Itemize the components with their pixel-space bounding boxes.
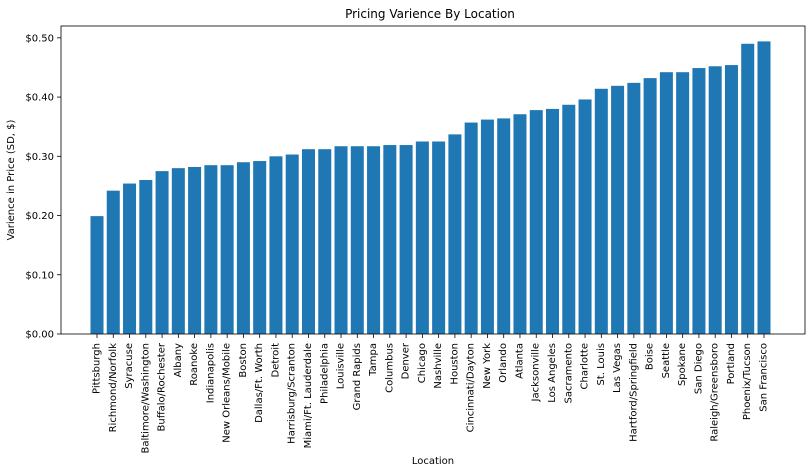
x-tick-label: Las Vegas (612, 343, 623, 393)
bar (220, 165, 234, 334)
bar (318, 149, 332, 334)
bars-group (90, 41, 771, 335)
x-tick-label: Jacksonville (531, 343, 542, 402)
x-axis: Pittsburgh Richmond/Norfolk Syracuse Baltim… (92, 334, 770, 454)
x-tick-label: Grand Rapids (352, 343, 363, 410)
x-tick-label: Phoenix/Tucson (742, 343, 753, 420)
bar (383, 145, 397, 334)
bar (236, 162, 250, 334)
bar (627, 82, 641, 334)
bar (253, 161, 267, 334)
x-axis-label: Location (412, 456, 454, 467)
bar (90, 216, 104, 334)
x-tick-label: Harrisburg/Scranton (287, 343, 298, 444)
x-tick-label: Seattle (661, 343, 672, 378)
x-tick-label: Boston (238, 343, 249, 378)
x-tick-label: Chicago (417, 343, 428, 383)
bar (497, 118, 511, 335)
bar (741, 43, 755, 335)
x-tick-label: Albany (173, 343, 184, 377)
x-tick-label: Dallas/Ft. Worth (254, 343, 265, 423)
bar (415, 141, 429, 334)
bar (106, 190, 120, 334)
bar (659, 72, 673, 334)
x-tick-label: Cincinnati/Dayton (466, 343, 477, 432)
bar (155, 171, 169, 334)
x-tick-label: Louisville (336, 343, 347, 389)
bar (464, 122, 478, 334)
x-tick-label: Los Angeles (547, 343, 558, 403)
x-tick-label: Pittsburgh (92, 343, 103, 394)
bar (513, 114, 527, 334)
bar (171, 168, 185, 334)
bar (301, 149, 315, 334)
y-tick-label: $0.50 (25, 33, 54, 44)
bar (269, 156, 283, 334)
x-tick-label: Indianapolis (205, 343, 216, 403)
bar (188, 166, 202, 334)
bar (285, 154, 299, 334)
x-tick-label: Hartford/Springfield (628, 343, 639, 442)
x-tick-label: Miami/Ft. Lauderdale (303, 343, 314, 448)
x-tick-label: New York (482, 343, 493, 389)
x-tick-label: Orlando (498, 343, 509, 383)
chart-title: Pricing Varience By Location (345, 7, 515, 21)
x-tick-label: Roanoke (189, 343, 200, 386)
bar (692, 68, 706, 335)
x-tick-label: Richmond/Norfolk (108, 343, 119, 433)
x-tick-label: Houston (449, 343, 460, 385)
x-tick-label: Atlanta (514, 343, 525, 379)
x-tick-label: Nashville (433, 343, 444, 389)
bar (643, 78, 657, 335)
bar (757, 41, 771, 335)
x-tick-label: Philadelphia (319, 343, 330, 404)
x-tick-label: Detroit (270, 343, 281, 378)
y-axis-label: Varience in Price (SD, $) (6, 119, 17, 240)
x-tick-label: Columbus (384, 343, 395, 393)
x-tick-label: Baltimore/Washington (140, 343, 151, 454)
bar (578, 99, 592, 334)
x-tick-label: Portland (726, 343, 737, 384)
bar (708, 66, 722, 334)
bar (123, 183, 137, 334)
x-tick-label: St. Louis (596, 343, 607, 385)
x-tick-label: Buffalo/Rochester (157, 342, 168, 431)
plot-frame (60, 25, 806, 335)
bar (139, 180, 153, 334)
x-tick-label: Tampa (368, 343, 379, 377)
y-tick-label: $0.20 (25, 211, 54, 222)
y-axis: $0.00 $0.10 $0.20 $0.30 $0.40 $0.50 (25, 33, 61, 341)
bar (204, 165, 218, 334)
x-tick-label: New Orleans/Mobile (222, 343, 233, 443)
bar (611, 85, 625, 334)
x-tick-label: Sacramento (563, 343, 574, 403)
bar (529, 110, 543, 334)
bar (350, 146, 364, 334)
bar (432, 141, 446, 334)
x-tick-label: San Diego (693, 343, 704, 394)
y-tick-label: $0.00 (25, 330, 54, 341)
y-tick-label: $0.10 (25, 270, 54, 281)
bar (676, 72, 690, 334)
bar (448, 134, 462, 334)
bar (594, 88, 608, 334)
x-tick-label: Charlotte (580, 343, 591, 389)
x-tick-label: Denver (401, 342, 412, 379)
y-tick-label: $0.40 (25, 93, 54, 104)
x-tick-label: Spokane (677, 343, 688, 386)
x-tick-label: Boise (645, 343, 656, 370)
bar (367, 146, 381, 334)
bar (480, 119, 494, 334)
x-tick-label: Raleigh/Greensboro (710, 343, 721, 442)
bar (724, 65, 738, 334)
y-tick-label: $0.30 (25, 152, 54, 163)
x-tick-label: San Francisco (759, 343, 770, 412)
bar (562, 104, 576, 334)
x-tick-label: Syracuse (124, 343, 135, 389)
bar (334, 146, 348, 334)
bar (399, 145, 413, 334)
bar (546, 108, 560, 334)
